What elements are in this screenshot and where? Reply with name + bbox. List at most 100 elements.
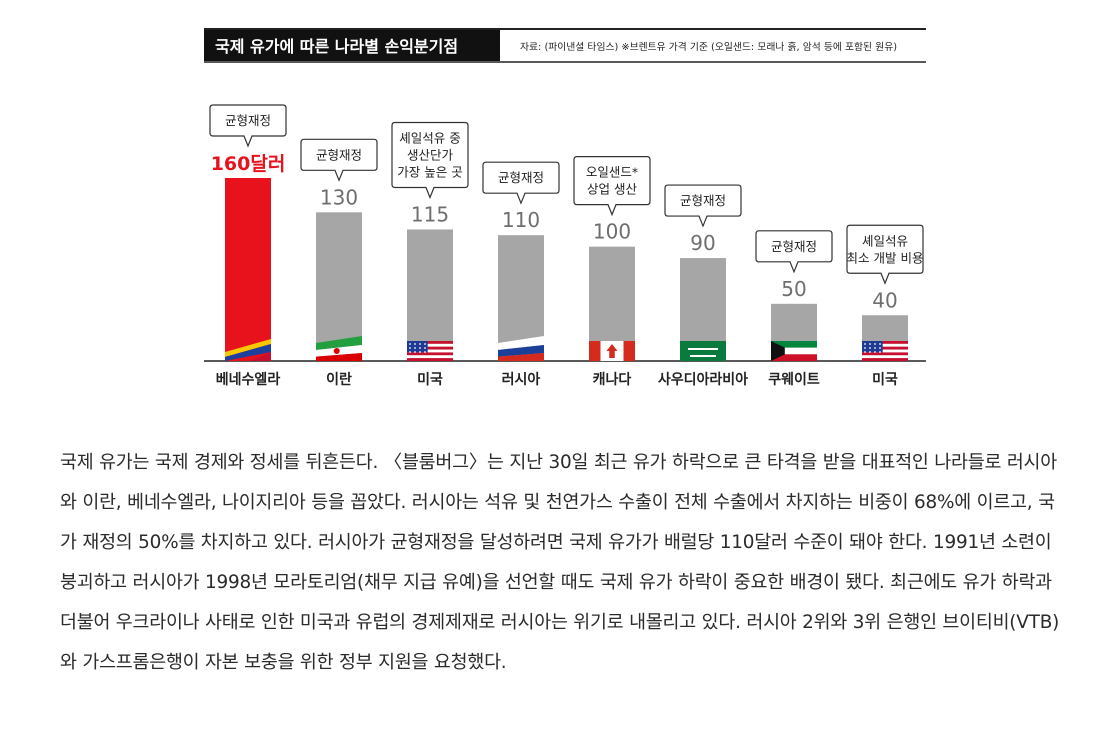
bar-value-label-2: 130 <box>320 185 358 209</box>
category-label-8: 미국 <box>872 372 898 388</box>
flag-stripe <box>862 341 908 344</box>
category-label-5: 캐나다 <box>593 372 632 388</box>
flag-star <box>419 343 421 345</box>
callout-text-8-1: 셰일석유 <box>862 233 908 248</box>
flag-white <box>498 336 544 350</box>
category-label-6: 사우디아라비아 <box>658 371 748 388</box>
flag-star <box>414 347 416 349</box>
category-label-3: 미국 <box>417 372 443 388</box>
bar-value-label-7: 50 <box>781 277 806 301</box>
flag-green <box>316 336 362 350</box>
flag-green <box>680 341 726 361</box>
flag-star <box>409 351 411 353</box>
article-body: 국제 유가는 국제 경제와 정세를 뒤흔든다. 〈블룸버그〉는 지난 30일 최… <box>60 452 1060 673</box>
flag-red <box>316 353 362 361</box>
flag-usa-3 <box>407 341 453 361</box>
flag-stripe <box>407 341 453 344</box>
flag-canton <box>862 341 883 353</box>
flag-stripe <box>862 346 908 350</box>
chart-source-note: 자료: (파이낸셜 타임스) ※브렌트유 가격 기준 (오일샌드: 모래나 흙,… <box>520 40 897 53</box>
callout-text-5-1: 오일샌드* <box>586 165 638 180</box>
flag-maple-leaf <box>606 344 618 358</box>
bar-1 <box>225 178 271 361</box>
category-label-2: 이란 <box>326 371 352 388</box>
callout-text-4-1: 균형재정 <box>498 170 544 185</box>
callout-box-6 <box>664 184 742 228</box>
callout-text-7-1: 균형재정 <box>771 239 817 254</box>
flag-red-left <box>589 341 601 361</box>
flag-kuwait-7 <box>771 341 817 361</box>
callout-box-8 <box>846 224 924 285</box>
flag-stripe <box>407 352 453 356</box>
flag-star <box>864 343 866 345</box>
callout-text-3-1: 셰일석유 중 <box>399 130 460 145</box>
bar-value-label-4: 110 <box>502 208 540 232</box>
callout-text-3-3: 가장 높은 곳 <box>397 164 462 179</box>
flag-sword <box>690 355 716 357</box>
flag-stripe <box>862 355 908 359</box>
flag-white <box>771 347 817 355</box>
category-label-4: 러시아 <box>502 371 541 388</box>
bar-value-label-8: 40 <box>872 288 897 312</box>
flag-blue <box>225 344 271 361</box>
flag-star <box>879 347 881 349</box>
flag-star <box>879 351 881 353</box>
callout-text-2-1: 균형재정 <box>316 147 362 162</box>
callout-text-6-1: 균형재정 <box>680 193 726 208</box>
flag-stripe <box>862 349 908 353</box>
flag-star <box>419 351 421 353</box>
flag-star <box>414 343 416 345</box>
flag-star <box>409 347 411 349</box>
flag-red <box>771 354 817 361</box>
callout-box-5 <box>573 156 651 217</box>
flag-saudi-6 <box>680 341 726 361</box>
bar-value-label-5: 100 <box>593 220 631 244</box>
flag-star <box>874 347 876 349</box>
bar-value-label-1: 160달러 <box>211 153 286 175</box>
flag-star <box>409 343 411 345</box>
flag-star <box>424 351 426 353</box>
bar-value-label-3: 115 <box>411 202 449 226</box>
flag-yellow <box>225 339 271 357</box>
callout-box-1 <box>209 104 287 148</box>
flag-venezuela-1 <box>225 339 271 361</box>
flag-star <box>874 343 876 345</box>
flag-star <box>414 351 416 353</box>
flag-blue <box>498 345 544 357</box>
flag-star <box>864 351 866 353</box>
flag-stripe <box>407 355 453 359</box>
flag-stripe <box>407 358 453 361</box>
flag-star <box>879 343 881 345</box>
callout-text-1-1: 균형재정 <box>225 113 271 128</box>
chart-title: 국제 유가에 따른 나라별 손익분기점 <box>215 37 458 56</box>
flag-usa-8 <box>862 341 908 361</box>
category-label-7: 쿠웨이트 <box>768 371 820 388</box>
oil-breakeven-chart: 국제 유가에 따른 나라별 손익분기점 자료: (파이낸셜 타임스) ※브렌트유… <box>204 28 926 388</box>
flag-star <box>424 347 426 349</box>
category-label-1: 베네수엘라 <box>216 372 281 388</box>
flag-stripe <box>862 343 908 347</box>
flag-star <box>864 347 866 349</box>
bar-value-label-6: 90 <box>690 231 715 255</box>
callout-box-7 <box>755 230 833 274</box>
flag-iran-2 <box>316 336 362 361</box>
bar-2 <box>316 212 362 361</box>
flag-star <box>869 347 871 349</box>
flag-red-right <box>623 341 635 361</box>
flag-green <box>771 341 817 348</box>
flag-stripe <box>862 352 908 356</box>
flag-russia-4 <box>498 336 544 361</box>
flag-stripe <box>407 349 453 353</box>
flag-star <box>869 351 871 353</box>
chart-title-background <box>204 30 500 61</box>
callout-box-4 <box>482 161 560 205</box>
flag-canada-5 <box>589 341 635 361</box>
callout-text-8-2: 최소 개발 비용 <box>847 250 924 265</box>
flag-red <box>498 353 544 361</box>
flag-star <box>869 343 871 345</box>
flag-star <box>874 351 876 353</box>
flag-stripe <box>862 358 908 361</box>
flag-star <box>424 343 426 345</box>
bar-3 <box>407 229 453 361</box>
callout-box-3 <box>391 121 469 200</box>
